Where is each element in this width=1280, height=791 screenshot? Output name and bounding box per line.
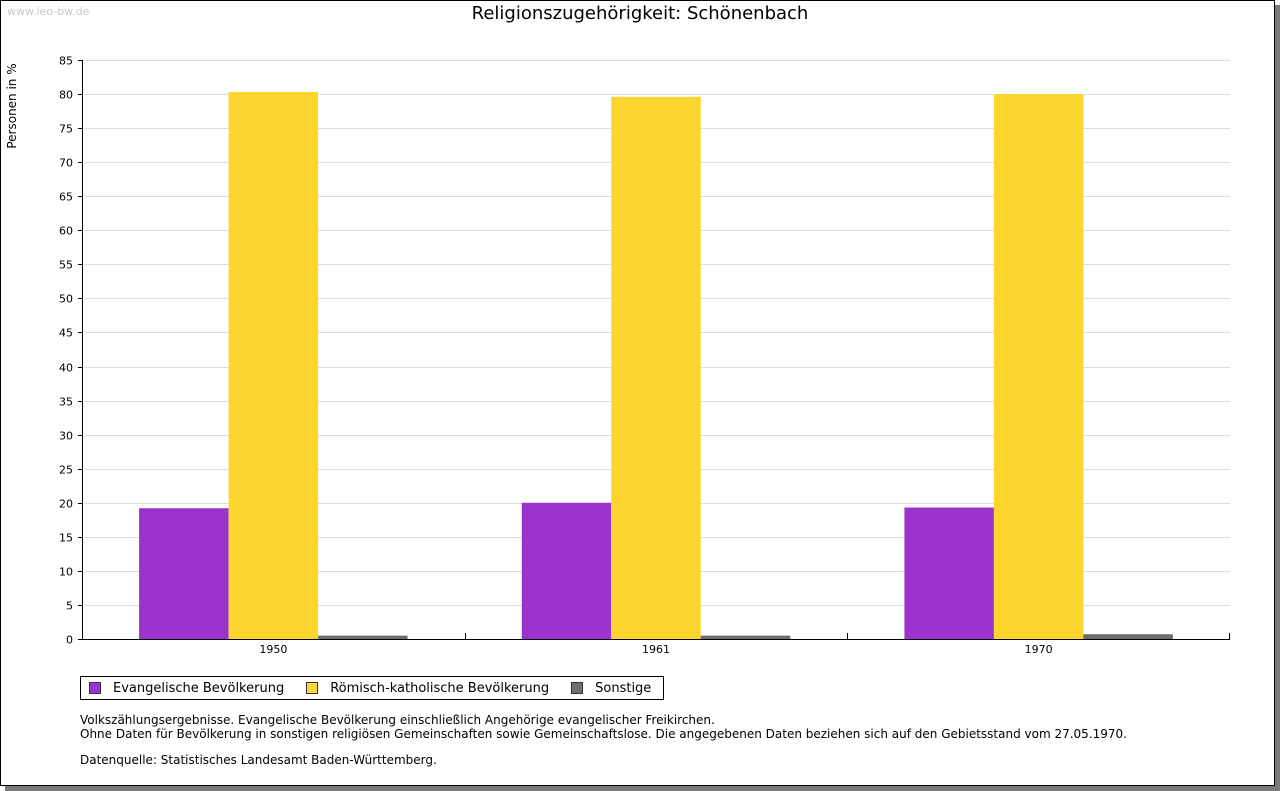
y-tick-label: 85 <box>59 55 73 68</box>
y-tick-label: 50 <box>59 293 73 306</box>
y-tick-label: 25 <box>59 464 73 477</box>
y-tick-label: 75 <box>59 123 73 136</box>
y-tick-label: 15 <box>59 532 73 545</box>
x-tick-label: 1970 <box>1025 643 1053 656</box>
bar <box>139 508 229 639</box>
bar <box>521 502 612 639</box>
y-tick-label: 40 <box>59 362 73 375</box>
watermark: www.leo-bw.de <box>7 5 90 18</box>
bar <box>318 635 408 639</box>
x-tick-label: 1950 <box>259 643 287 656</box>
legend-swatch <box>571 682 584 694</box>
bar <box>700 635 791 639</box>
y-tick-label: 35 <box>59 396 73 409</box>
y-tick-label: 20 <box>59 498 73 511</box>
y-tick-label: 70 <box>59 157 73 170</box>
y-tick-label: 0 <box>66 634 73 647</box>
legend-item-sonstige: Sonstige <box>571 681 651 696</box>
y-tick-label: 55 <box>59 259 73 272</box>
legend-label: Römisch-katholische Bevölkerung <box>330 680 550 696</box>
plot-area: 0 5 10 15 20 25 30 35 40 45 50 55 60 65 70 75 80 85 1950 19… <box>59 55 1230 656</box>
footnote-line: Ohne Daten für Bevölkerung in sonstigen … <box>80 727 1127 741</box>
y-tick-label: 80 <box>59 89 73 102</box>
legend-swatch <box>89 682 101 694</box>
legend-item-evangelisch: Evangelische Bevölkerung <box>89 681 284 696</box>
chart-title: Religionszugehörigkeit: Schönenbach <box>471 3 809 24</box>
y-tick-label: 5 <box>66 600 73 613</box>
y-tick-label: 45 <box>59 327 73 340</box>
legend-item-katholisch: Römisch-katholische Bevölkerung <box>306 681 549 696</box>
legend-label: Sonstige <box>595 680 652 696</box>
y-tick-label: 60 <box>59 225 73 238</box>
bar <box>1083 634 1173 639</box>
y-tick-label: 30 <box>59 430 73 443</box>
footnote-line: Volkszählungsergebnisse. Evangelische Be… <box>80 713 715 727</box>
data-source: Datenquelle: Statistisches Landesamt Bad… <box>80 753 437 767</box>
legend: Evangelische Bevölkerung Römisch-katholi… <box>80 676 665 700</box>
legend-swatch <box>306 682 319 694</box>
bar <box>904 507 994 639</box>
bar <box>611 96 701 640</box>
y-tick-label: 65 <box>59 191 73 204</box>
x-tick-label: 1961 <box>642 643 670 656</box>
legend-label: Evangelische Bevölkerung <box>113 680 285 696</box>
y-tick-label: 10 <box>59 566 73 579</box>
bar <box>228 92 319 639</box>
bar <box>993 94 1084 639</box>
footnotes: Volkszählungsergebnisse. Evangelische Be… <box>80 713 1127 767</box>
